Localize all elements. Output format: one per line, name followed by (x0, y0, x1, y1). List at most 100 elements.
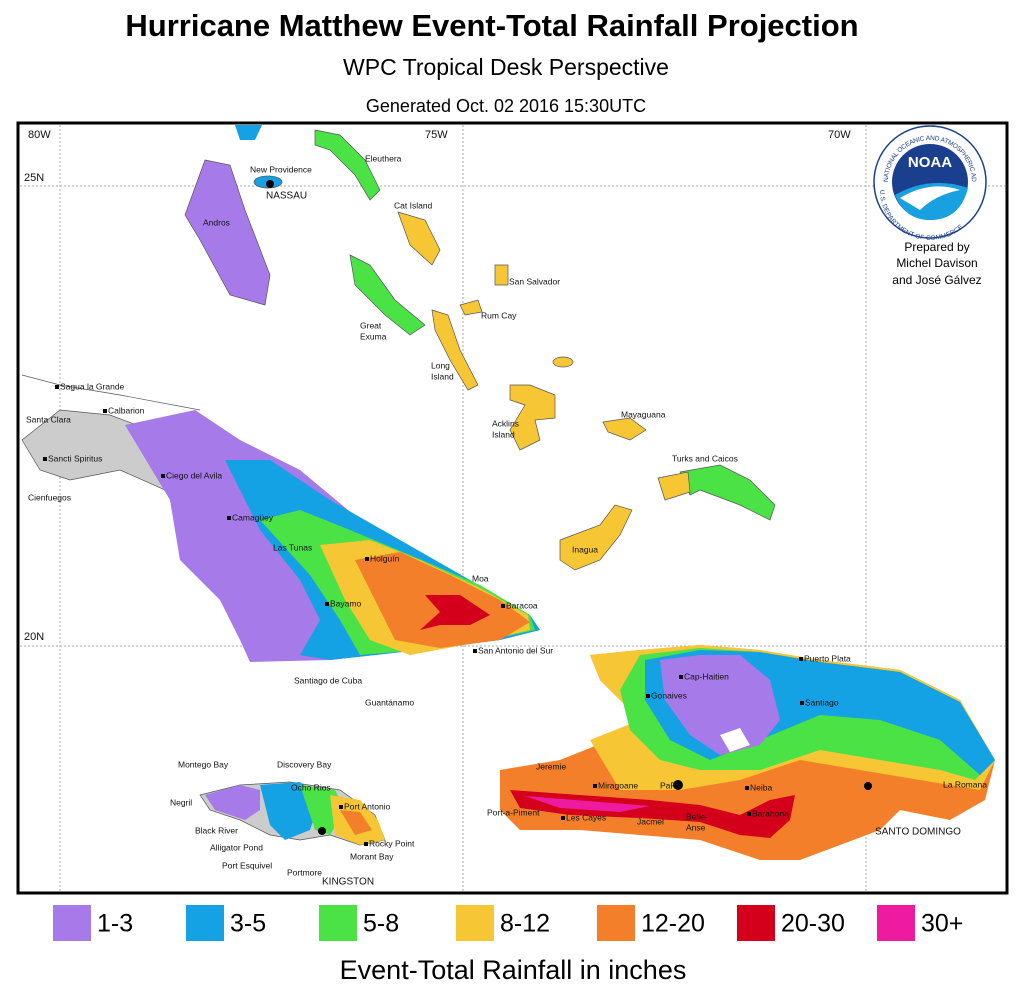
island (552, 356, 574, 368)
place-label: Acklins (492, 418, 519, 428)
place-label: Cap-Haitien (684, 671, 729, 681)
place-label: Port-a-Piment (487, 807, 540, 817)
city-marker (501, 604, 505, 608)
city-marker (747, 812, 751, 816)
place-label: Santiago de Cuba (294, 675, 362, 685)
grid-label: 75W (425, 129, 448, 141)
place-label: KINGSTON (322, 877, 374, 888)
place-label: Puerto Plata (804, 653, 851, 663)
grid-label: 80W (28, 129, 51, 141)
legend-label: 3-5 (230, 910, 266, 938)
place-label: Guantánamo (365, 697, 414, 707)
legend-label: 12-20 (641, 910, 705, 938)
rain-1-3 (660, 655, 780, 755)
place-label: La Romana (943, 779, 987, 789)
legend-swatch (53, 905, 91, 941)
eleuthera (314, 129, 381, 201)
legend-swatch (877, 905, 915, 941)
place-label: San Salvador (509, 276, 560, 286)
lake (720, 728, 750, 752)
legend-swatch (737, 905, 775, 941)
place-label: Black River (195, 825, 238, 835)
rain-20-30 (420, 595, 490, 630)
place-label: Jacmel (637, 816, 664, 826)
city-marker (745, 786, 749, 790)
place-label: Santiago (805, 697, 839, 707)
grid-label: 25N (24, 172, 44, 184)
inagua (559, 504, 633, 571)
city-marker (103, 409, 107, 413)
place-label: Turks and Caicos (672, 453, 738, 463)
place-label: Baracoa (506, 600, 538, 610)
long-island (431, 309, 479, 391)
city-marker (679, 675, 683, 679)
generated: Generated Oct. 02 2016 15:30UTC (366, 96, 646, 116)
place-label: Sagua la Grande (60, 381, 125, 391)
place-label: Island (492, 429, 515, 439)
place-label: Anse (686, 822, 706, 832)
place-label: Moa (472, 573, 489, 583)
title: Hurricane Matthew Event-Total Rainfall P… (125, 8, 858, 43)
city-marker (161, 474, 165, 478)
place-label: Ocho Rios (291, 782, 331, 792)
place-label: Les Cayes (566, 812, 606, 822)
place-label: Island (431, 371, 454, 381)
map-frame (16, 121, 1009, 895)
legend-label: 5-8 (363, 910, 399, 938)
place-label: Eleuthera (365, 153, 402, 163)
place-label: Port Esquivel (222, 860, 272, 870)
place-label: Barahona (752, 808, 789, 818)
city-dot (318, 827, 326, 835)
place-label: Holguín (370, 553, 400, 563)
place-label: Neiba (750, 782, 772, 792)
place-label: Montego Bay (178, 759, 229, 769)
legend-label: 8-12 (500, 910, 550, 938)
legend-label: 1-3 (97, 910, 133, 938)
place-label: Miragoane (598, 780, 638, 790)
place-label: PaP (660, 780, 676, 790)
turks (657, 471, 691, 501)
place-label: Las Tunas (273, 542, 312, 552)
place-label: SANTO DOMINGO (875, 827, 961, 838)
grid-label: 20N (24, 631, 44, 643)
place-label: Negril (170, 797, 192, 807)
exuma (349, 254, 426, 336)
place-label: Inagua (572, 544, 598, 554)
city-marker (227, 516, 231, 520)
place-label: Rocky Point (369, 838, 415, 848)
credit: Prepared by (904, 240, 969, 254)
grid-label: 70W (828, 129, 851, 141)
place-label: NASSAU (266, 191, 307, 202)
place-label: Bayamo (330, 598, 361, 608)
san-salvador (494, 264, 509, 286)
legend-swatch (186, 905, 224, 941)
city-marker (325, 602, 329, 606)
place-label: Belle- (686, 811, 708, 821)
credit: Michel Davison (896, 256, 977, 270)
island (235, 125, 262, 140)
place-label: Camagüey (232, 512, 274, 522)
place-label: Cienfuegos (28, 492, 71, 502)
place-label: San Antonio del Sur (478, 645, 553, 655)
caicos (679, 464, 776, 521)
place-label: Ciego del Avila (166, 470, 222, 480)
coastline (21, 374, 201, 411)
place-label: New Providence (250, 164, 312, 174)
place-label: Calbarion (108, 405, 145, 415)
place-label: Cat Island (394, 200, 433, 210)
logo-name: NOAA (908, 154, 952, 171)
legend-label: 30+ (921, 910, 963, 938)
city-marker (800, 701, 804, 705)
place-label: Port Antonio (344, 801, 391, 811)
logo-bird (900, 186, 960, 210)
place-label: Great (360, 320, 382, 330)
place-label: Jeremie (536, 761, 567, 771)
place-label: Santa Clara (26, 414, 71, 424)
city-marker (473, 649, 477, 653)
subtitle: WPC Tropical Desk Perspective (343, 54, 669, 80)
city-dot (673, 780, 683, 790)
city-marker (364, 842, 368, 846)
legend-swatch (456, 905, 494, 941)
rain-1-3 (205, 785, 260, 820)
